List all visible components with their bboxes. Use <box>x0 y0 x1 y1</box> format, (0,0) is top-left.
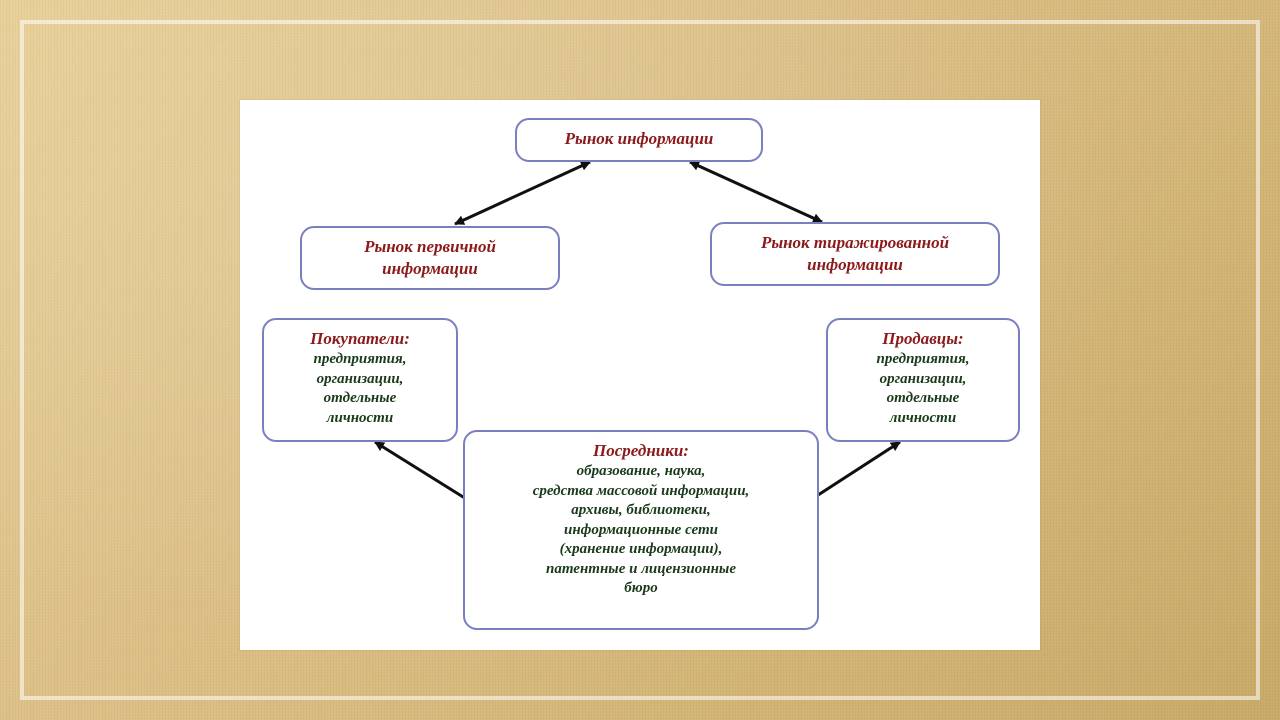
arrow <box>690 162 822 222</box>
node-replicated-market: Рынок тиражированной информации <box>710 222 1000 286</box>
node-mediators: Посредники: образование, наука, средства… <box>463 430 819 630</box>
node-sellers-title: Продавцы: <box>840 328 1006 350</box>
node-replicated-market-body: Рынок тиражированной информации <box>724 232 986 276</box>
node-root: Рынок информации <box>515 118 763 162</box>
node-buyers: Покупатели: предприятия, организации, от… <box>262 318 458 442</box>
diagram-canvas: Рынок информации Рынок первичной информа… <box>240 100 1040 650</box>
node-primary-market-body: Рынок первичной информации <box>314 236 546 280</box>
node-mediators-title: Посредники: <box>477 440 805 462</box>
node-buyers-body: предприятия, организации, отдельные личн… <box>276 350 444 428</box>
node-mediators-body: образование, наука, средства массовой ин… <box>477 462 805 599</box>
node-buyers-title: Покупатели: <box>276 328 444 350</box>
arrow <box>455 162 590 224</box>
node-primary-market: Рынок первичной информации <box>300 226 560 290</box>
page-background: Рынок информации Рынок первичной информа… <box>0 0 1280 720</box>
node-sellers: Продавцы: предприятия, организации, отде… <box>826 318 1020 442</box>
node-sellers-body: предприятия, организации, отдельные личн… <box>840 350 1006 428</box>
node-root-title: Рынок информации <box>529 128 749 150</box>
